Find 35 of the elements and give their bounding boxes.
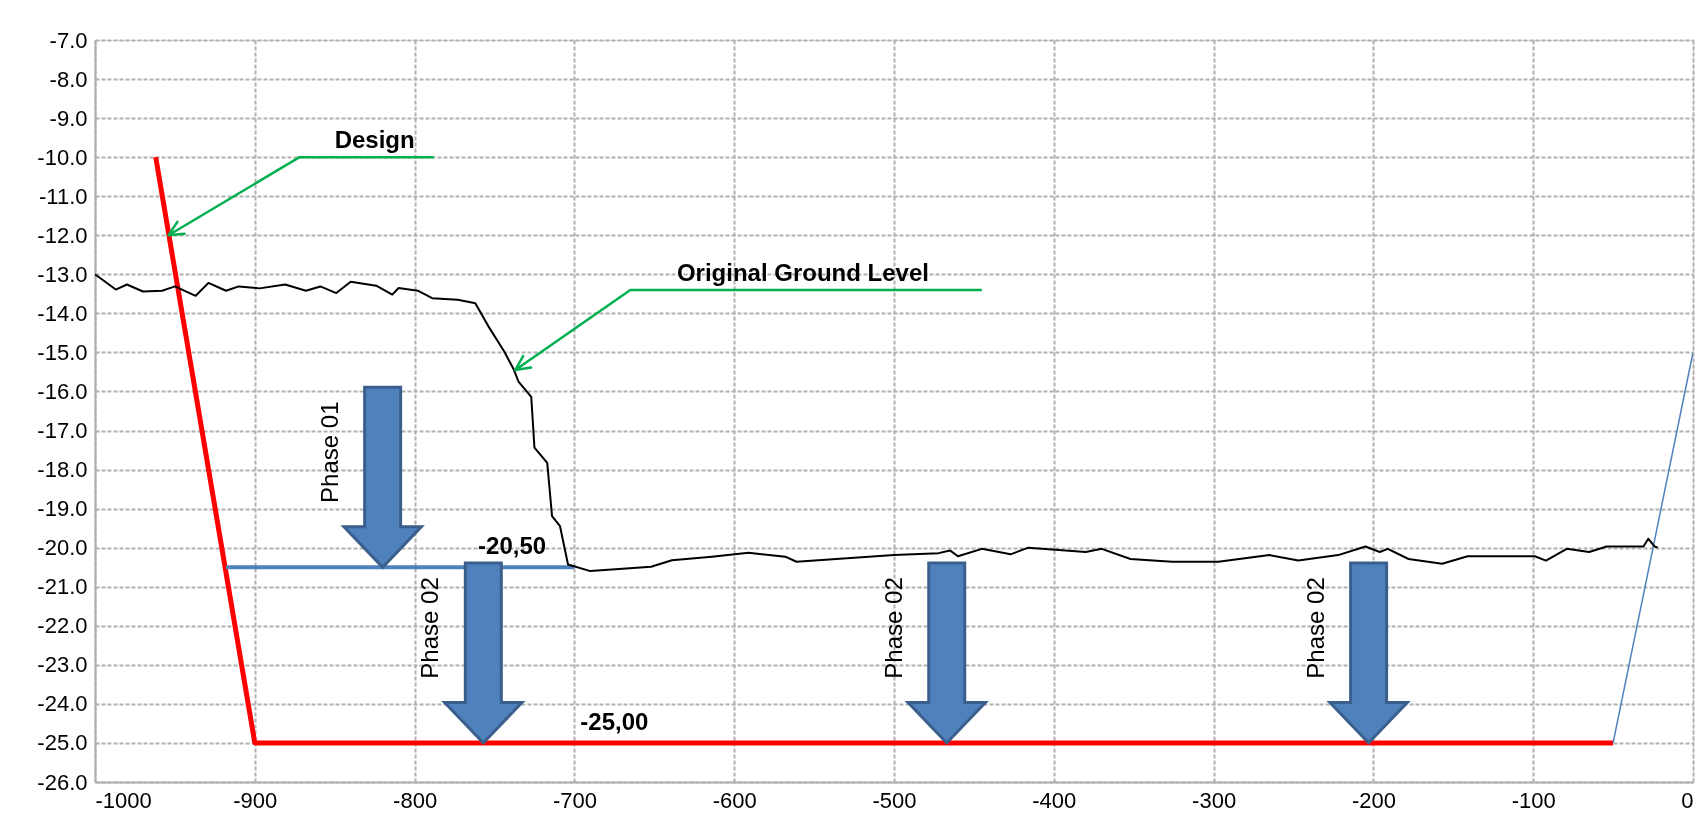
x-tick-label: -300 (1192, 787, 1237, 813)
y-tick-label: -17.0 (37, 418, 88, 444)
y-tick-label: -19.0 (37, 496, 88, 522)
y-tick-label: -24.0 (37, 691, 88, 717)
y-tick-label: -12.0 (37, 222, 88, 248)
x-tick-label: -600 (712, 787, 757, 813)
x-tick-label: -800 (393, 787, 438, 813)
x-tick-label: 0 (1681, 787, 1694, 813)
x-tick-label: -100 (1511, 787, 1556, 813)
y-tick-label: -9.0 (49, 105, 88, 131)
y-tick-label: -26.0 (37, 769, 88, 795)
y-tick-label: -14.0 (37, 300, 88, 326)
y-tick-label: -23.0 (37, 652, 88, 678)
y-tick-label: -25.0 (37, 730, 88, 756)
y-tick-label: -22.0 (37, 613, 88, 639)
y-tick-label: -18.0 (37, 457, 88, 483)
x-tick-label: -400 (1032, 787, 1077, 813)
y-tick-label: -20.0 (37, 535, 88, 561)
x-tick-label: -900 (233, 787, 278, 813)
x-tick-label: -500 (872, 787, 917, 813)
y-tick-label: -10.0 (37, 144, 88, 170)
annotation: -25,00 (580, 707, 649, 735)
x-tick-label: -1000 (95, 787, 152, 813)
x-tick-label: -700 (552, 787, 597, 813)
y-tick-label: -7.0 (49, 27, 88, 53)
annotation: Original Ground Level (676, 258, 929, 286)
annotation: Design (334, 126, 415, 154)
y-tick-label: -21.0 (37, 574, 88, 600)
x-tick-label: -200 (1351, 787, 1396, 813)
annotation: -20,50 (478, 532, 547, 560)
y-tick-label: -8.0 (49, 66, 88, 92)
y-tick-label: -11.0 (38, 183, 88, 209)
y-tick-label: -15.0 (37, 339, 88, 365)
y-tick-label: -16.0 (37, 378, 88, 404)
y-tick-label: -13.0 (37, 261, 88, 287)
